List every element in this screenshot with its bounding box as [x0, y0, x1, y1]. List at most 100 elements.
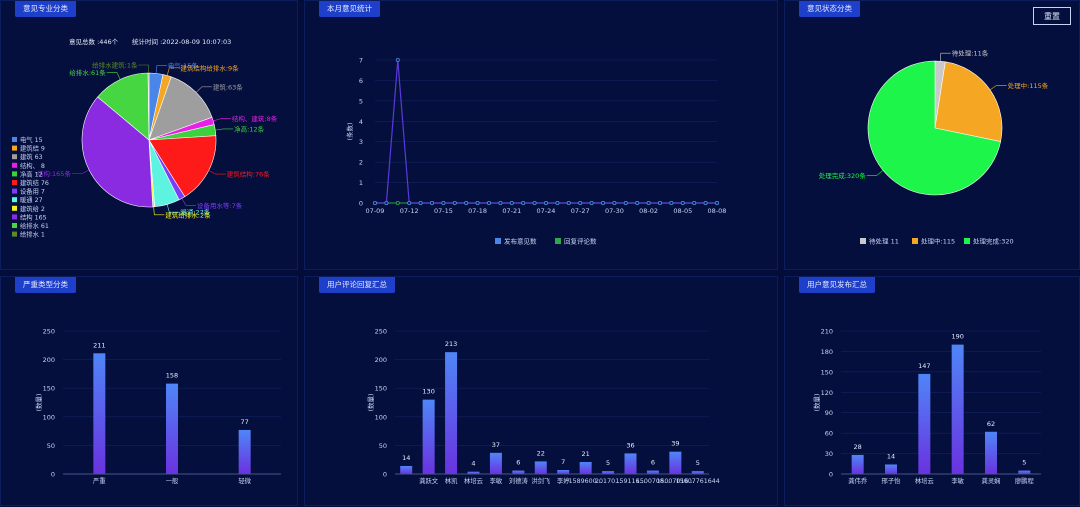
- bar: [602, 471, 615, 474]
- legend-label: 处理中:115: [921, 237, 955, 246]
- y-tick-label: 5: [359, 97, 363, 105]
- pie-slice-label: 给排水:61条: [69, 68, 106, 77]
- bar: [918, 373, 931, 474]
- data-point: [441, 200, 446, 205]
- pie-slice: [867, 60, 1001, 196]
- legend-swatch: [912, 238, 918, 244]
- x-tick-label: 一般: [166, 476, 179, 485]
- y-tick-label: 120: [821, 389, 833, 397]
- x-tick-label: 07-18: [468, 207, 487, 215]
- reset-button[interactable]: 重置: [1033, 7, 1071, 25]
- pie-label-line: [166, 67, 180, 76]
- data-point: [669, 200, 674, 205]
- data-point: [646, 200, 651, 205]
- pie-label-line: [153, 206, 165, 216]
- x-tick-label: 08-05: [673, 207, 692, 215]
- x-tick-label: 林培云: [464, 476, 483, 485]
- data-point: [600, 200, 605, 205]
- x-tick-label: 刘德涛: [509, 476, 529, 485]
- legend-swatch: [555, 238, 561, 244]
- pie-label-line: [155, 65, 167, 74]
- pie-slice-label: 建筑:63条: [213, 82, 243, 91]
- panel-professional-category: 意见专业分类 意见总数 :446个 统计时间 :2022-08-09 10:07:…: [0, 0, 298, 270]
- bar: [624, 453, 637, 474]
- pie-slice-label: 给排水建筑:1条: [92, 61, 138, 70]
- legend-label: 结构、 8: [20, 161, 45, 170]
- x-tick-label: 严重: [93, 477, 106, 485]
- bar-value-label: 5: [606, 459, 610, 467]
- y-tick-label: 30: [825, 450, 833, 458]
- panel-title: 用户意见发布汇总: [799, 277, 875, 293]
- data-point: [430, 200, 435, 205]
- x-tick-label: 轻微: [238, 476, 251, 485]
- y-tick-label: 50: [379, 442, 387, 450]
- x-tick-label: 洪剑飞: [531, 476, 551, 485]
- data-point: [692, 200, 697, 205]
- bar: [951, 344, 964, 474]
- y-tick-label: 60: [825, 430, 833, 438]
- y-tick-label: 0: [829, 471, 833, 479]
- legend-swatch: [964, 238, 970, 244]
- legend-label: 建筑 63: [20, 152, 43, 161]
- pie-slice: [81, 96, 154, 208]
- legend-label: 发布意见数: [504, 237, 537, 246]
- bar-value-label: 190: [951, 333, 963, 341]
- bar: [579, 461, 592, 474]
- bar: [534, 461, 547, 474]
- y-axis-label: (数量): [366, 393, 375, 411]
- bar-value-label: 7: [561, 458, 565, 466]
- legend-swatch: [12, 154, 17, 160]
- x-tick-label: 07-12: [400, 207, 419, 215]
- y-tick-label: 200: [375, 356, 387, 364]
- x-tick-label: 07-27: [571, 207, 590, 215]
- legend-swatch: [860, 238, 866, 244]
- data-point: [407, 200, 412, 205]
- pie-label-line: [989, 84, 1007, 91]
- legend-swatch: [12, 223, 17, 228]
- bar: [691, 471, 704, 474]
- y-tick-label: 3: [359, 138, 363, 146]
- pie-slice: [934, 61, 1003, 142]
- legend-swatch: [12, 180, 17, 185]
- bar: [669, 451, 682, 474]
- bar-value-label: 5: [1022, 459, 1026, 467]
- pie-label-line: [106, 71, 121, 80]
- bar-value-label: 5: [696, 459, 700, 467]
- x-tick-label: 李敏: [951, 476, 964, 485]
- x-tick-label: 龚灵娴: [982, 476, 1001, 485]
- data-point: [578, 200, 583, 205]
- bar: [238, 429, 251, 474]
- legend-label: 回复评论数: [564, 237, 597, 246]
- legend-swatch: [12, 197, 17, 203]
- y-tick-label: 150: [375, 385, 387, 393]
- legend-label: 建筑给 2: [20, 204, 45, 213]
- bar-value-label: 130: [422, 388, 434, 396]
- y-tick-label: 0: [51, 471, 55, 479]
- data-point: [395, 200, 400, 205]
- bar-value-label: 22: [537, 449, 545, 457]
- bar-value-label: 14: [402, 454, 410, 462]
- x-tick-label: 07-15: [434, 207, 453, 215]
- pie-slice-label: 处理中:115条: [1008, 81, 1049, 90]
- monthly-line-chart: 0 1 2 3 4 5 6 7 (条数) 07-09 07-12 07-15 07-18 07-21 07-…: [345, 57, 726, 246]
- x-tick-label: 龚伟乔: [848, 476, 868, 485]
- y-tick-label: 100: [43, 413, 55, 421]
- bar: [885, 464, 897, 474]
- legend-label: 暖通 27: [20, 195, 43, 204]
- panel-monthly-stats: 本月意见统计 0 1 2 3 4 5 6 7 (条数) 07-09 07-12 07-15 07-18 0…: [304, 0, 778, 270]
- stat-total: 意见总数 :446个: [69, 37, 119, 46]
- x-tick-label: 廖鹏程: [1015, 476, 1035, 485]
- y-tick-label: 210: [821, 328, 833, 336]
- x-tick-label: 07-21: [502, 207, 521, 215]
- publish-bar-chart: 0 30 60 90 120 150 180 210 (数量) 28 龚伟乔 14 邢子怡 147 林培云 1…: [812, 328, 1041, 485]
- panel-title: 严重类型分类: [15, 277, 76, 293]
- data-point: [475, 200, 480, 205]
- legend-label: 电气 15: [20, 135, 43, 144]
- y-tick-label: 0: [383, 471, 387, 479]
- data-point: [532, 200, 537, 205]
- bar: [512, 470, 525, 474]
- legend-swatch: [495, 238, 501, 244]
- pie-slice-label: 电气:15条: [168, 61, 198, 70]
- y-tick-label: 2: [359, 159, 363, 167]
- y-tick-label: 250: [375, 328, 387, 336]
